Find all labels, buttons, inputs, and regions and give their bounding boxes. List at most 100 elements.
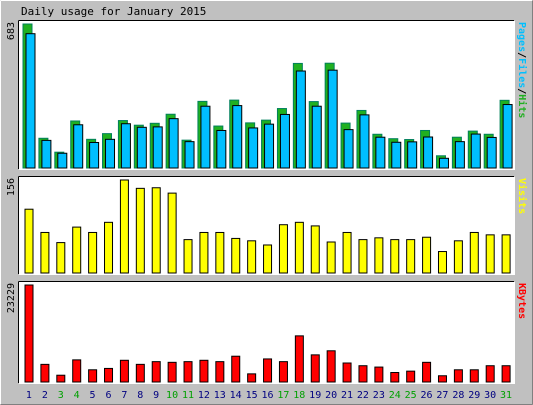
kbytes-bar-day-6 [104,367,114,383]
visits-bar-day-11 [183,239,193,274]
files-bar-day-11 [184,141,195,169]
kbytes-bar-day-7 [119,359,129,383]
panel-usage-legend-part-1: / [516,52,527,58]
files-bar-day-18 [295,70,306,169]
visits-bar-day-4 [72,226,82,274]
kbytes-bar-day-24 [390,372,400,383]
visits-bar-day-25 [406,239,416,274]
kbytes-bar-day-10 [167,361,177,383]
visits-bar-day-24 [390,239,400,274]
kbytes-bar-day-30 [485,365,495,383]
files-bar-day-8 [136,126,147,169]
day-label-12: 12 [198,390,210,401]
day-label-10: 10 [166,390,178,401]
files-bar-day-20 [327,69,338,169]
kbytes-bar-day-11 [183,361,193,383]
files-bar-day-9 [152,126,163,169]
day-label-6: 6 [105,390,111,401]
files-bar-day-17 [279,113,290,169]
kbytes-bar-day-23 [374,366,384,383]
visits-bar-day-19 [310,225,320,274]
panel-usage-legend-part-4: Hits [516,94,528,118]
day-label-8: 8 [137,390,143,401]
visits-bar-day-3 [56,242,66,274]
day-label-19: 19 [309,390,321,401]
panel-kbytes-max-label: 23229 [6,283,17,313]
day-label-14: 14 [230,390,242,401]
files-bar-day-7 [120,123,131,169]
panel-visits-max-label: 156 [6,178,17,196]
day-label-28: 28 [452,390,464,401]
files-bar-day-30 [486,136,497,169]
visits-bar-day-15 [247,240,257,274]
chart-title: Daily usage for January 2015 [21,5,206,18]
files-bar-day-27 [438,157,449,169]
panel-visits-legend-part-0: Visits [516,178,528,214]
day-label-17: 17 [277,390,289,401]
panel-visits: 156 Visits [6,176,528,275]
kbytes-bar-day-13 [215,361,225,383]
day-label-9: 9 [153,390,159,401]
kbytes-bar-day-22 [358,365,368,383]
day-label-13: 13 [214,390,226,401]
kbytes-bar-day-4 [72,359,82,383]
panel-usage-legend-part-2: Files [516,58,528,88]
day-label-31: 31 [500,390,512,401]
kbytes-bar-day-8 [135,363,145,383]
files-bar-day-26 [423,136,434,169]
visits-bar-day-29 [469,231,479,274]
kbytes-bar-day-27 [437,375,447,383]
panel-usage-legend-part-3: / [516,88,527,94]
day-label-26: 26 [421,390,433,401]
visits-bar-day-30 [485,234,495,274]
files-bar-day-29 [470,133,481,169]
panel-kbytes-legend-part-0: KBytes [516,283,527,319]
day-label-24: 24 [389,390,401,401]
visits-bar-day-2 [40,231,50,274]
files-bar-day-5 [89,141,100,169]
visits-bar-day-1 [24,208,34,274]
day-label-21: 21 [341,390,353,401]
files-bar-day-2 [41,139,52,169]
visits-bar-day-14 [231,237,241,274]
panel-usage-legend-part-0: Pages [516,22,527,52]
kbytes-bar-day-19 [310,354,320,383]
day-label-16: 16 [261,390,273,401]
files-bar-day-23 [375,136,386,169]
kbytes-bar-day-29 [469,369,479,383]
kbytes-bar-day-26 [422,361,432,383]
panel-kbytes-legend: KBytes [516,283,527,319]
visits-bar-day-12 [199,231,209,274]
day-label-2: 2 [42,390,48,401]
kbytes-bar-day-20 [326,350,336,383]
files-bar-day-6 [105,138,116,169]
files-bar-day-12 [200,105,211,169]
kbytes-bar-day-14 [231,355,241,383]
day-label-25: 25 [405,390,417,401]
day-label-30: 30 [484,390,496,401]
day-label-15: 15 [246,390,258,401]
files-bar-day-14 [232,105,243,169]
day-label-23: 23 [373,390,385,401]
panel-usage: 683 Pages/Files/Hits [6,20,528,170]
kbytes-bar-day-5 [88,369,98,383]
kbytes-bar-day-21 [342,362,352,383]
visits-bar-day-26 [422,236,432,274]
kbytes-bar-day-31 [501,365,511,383]
visits-bar-day-28 [453,240,463,274]
day-label-4: 4 [74,390,80,401]
kbytes-bar-day-9 [151,361,161,383]
files-bar-day-19 [311,105,322,169]
panel-usage-max-label: 683 [6,22,17,40]
files-bar-day-24 [391,141,402,169]
files-bar-day-21 [343,129,354,169]
visits-bar-day-10 [167,192,177,274]
files-bar-day-16 [264,123,275,169]
kbytes-bar-day-16 [263,358,273,383]
kbytes-bar-day-28 [453,369,463,383]
visits-bar-day-27 [437,251,447,274]
files-bar-day-28 [454,141,465,169]
day-label-7: 7 [121,390,127,401]
visits-bar-day-9 [151,187,161,274]
visits-bar-day-5 [88,231,98,274]
